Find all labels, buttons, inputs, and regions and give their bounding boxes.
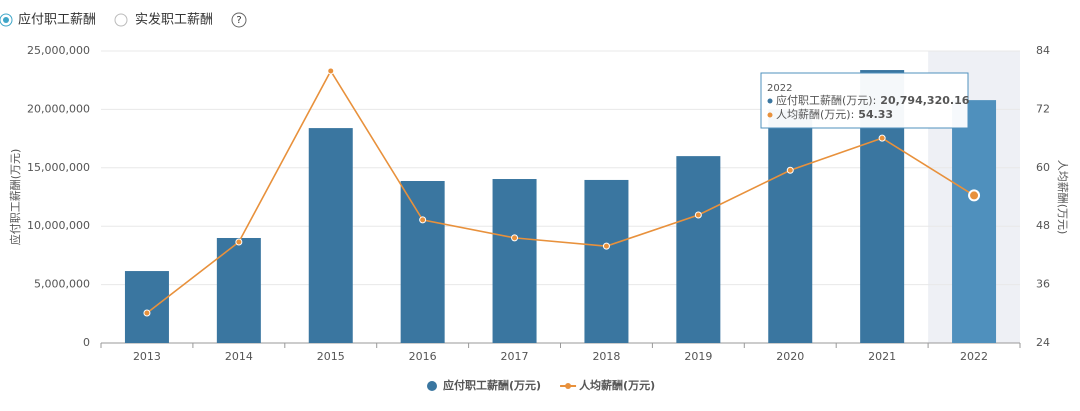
y-axis-title: 应付职工薪酬(万元)	[8, 149, 22, 246]
x-tick-label: 2013	[133, 350, 161, 363]
y-tick-label: 15,000,000	[27, 161, 90, 174]
line-point	[968, 189, 981, 202]
tooltip-value: 54.33	[858, 108, 893, 121]
legend-label[interactable]: 应付职工薪酬(万元)	[443, 378, 541, 392]
y-tick-label: 25,000,000	[27, 44, 90, 57]
bar	[308, 128, 353, 343]
y2-tick-label: 48	[1036, 219, 1050, 232]
x-tick-label: 2020	[776, 350, 804, 363]
legend-marker	[427, 381, 437, 391]
x-tick-label: 2014	[225, 350, 253, 363]
line-point	[419, 216, 427, 224]
y2-tick-label: 60	[1036, 161, 1050, 174]
line	[146, 69, 975, 314]
y-tick-label: 0	[83, 336, 90, 349]
y2-tick-label: 36	[1036, 278, 1050, 291]
tooltip-box	[760, 72, 969, 129]
bar	[584, 179, 629, 343]
x-tick-label: 2018	[592, 350, 620, 363]
bar	[952, 100, 997, 343]
tooltip-value: 20,794,320.16	[880, 94, 969, 107]
line-point	[602, 242, 610, 250]
tooltip-marker	[767, 112, 773, 118]
line-point	[694, 211, 702, 219]
y-tick-label: 5,000,000	[34, 278, 90, 291]
line-point	[235, 238, 243, 246]
x-tick-label: 2019	[684, 350, 712, 363]
line-point	[143, 309, 151, 317]
line-point	[878, 134, 886, 142]
bar	[676, 156, 721, 343]
y2-tick-label: 72	[1036, 102, 1050, 115]
y2-axis-title: 人均薪酬(万元)	[1056, 160, 1069, 235]
radio[interactable]	[114, 13, 128, 27]
y-tick-label: 20,000,000	[27, 102, 90, 115]
x-tick-label: 2022	[960, 350, 988, 363]
bar	[216, 237, 261, 343]
radio-label[interactable]: 应付职工薪酬	[18, 12, 96, 28]
line-point	[327, 67, 335, 75]
tooltip-label: 应付职工薪酬(万元):	[776, 93, 876, 107]
x-tick-label: 2015	[317, 350, 345, 363]
legend-marker	[565, 383, 572, 389]
bar	[492, 179, 537, 343]
line-point	[786, 166, 794, 174]
bar	[400, 180, 445, 343]
legend-label[interactable]: 人均薪酬(万元)	[579, 378, 655, 392]
help-icon[interactable]	[231, 12, 247, 28]
tooltip-label: 人均薪酬(万元):	[776, 108, 854, 121]
line-point	[511, 234, 519, 242]
y2-tick-label: 84	[1036, 44, 1050, 57]
tooltip-marker	[767, 98, 773, 104]
bar	[768, 109, 813, 344]
radio-dot	[3, 17, 9, 23]
bar	[124, 271, 169, 343]
x-tick-label: 2016	[409, 350, 437, 363]
tooltip-title: 2022	[767, 83, 792, 94]
radio-label[interactable]: 实发职工薪酬	[135, 12, 213, 28]
help-icon-text[interactable]: ?	[236, 15, 241, 26]
y2-tick-label: 24	[1036, 336, 1050, 349]
x-tick-label: 2017	[501, 350, 529, 363]
x-tick-label: 2021	[868, 350, 896, 363]
y-tick-label: 10,000,000	[27, 219, 90, 232]
